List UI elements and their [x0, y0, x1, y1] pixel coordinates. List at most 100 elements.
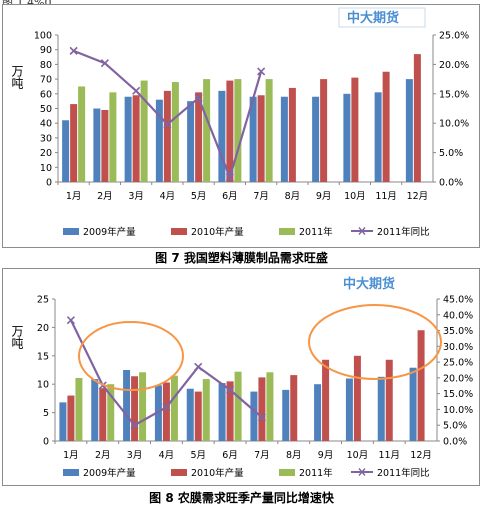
x-tick-label: 7月 [253, 191, 269, 202]
y-tick-label: 90 [40, 45, 52, 56]
x-tick-label: 10月 [344, 191, 366, 202]
bar-2010 [226, 80, 234, 182]
y-tick-label: 0 [43, 437, 49, 448]
x-tick-label: 6月 [222, 191, 238, 202]
x-tick-label: 11月 [378, 450, 400, 461]
x-tick-label: 1月 [63, 450, 79, 461]
y2-tick-label: 20.0% [443, 373, 473, 384]
line-marker-2011-yoy [132, 86, 141, 95]
chart-panel-2: 0 5 10 15 20 25 0.0% 5.0% 10.0% 15.0% 20.0% 25.0% 30… [2, 268, 480, 486]
x-tick-label: 2月 [97, 191, 113, 202]
y-tick-label: 25 [37, 295, 49, 306]
y-tick-label: 5 [43, 408, 49, 419]
y-tick-label: 50 [40, 104, 52, 115]
bar-2009 [250, 391, 258, 441]
bar-2009 [280, 96, 288, 182]
legend-yoy-marker [358, 227, 366, 235]
bar-2009 [154, 385, 162, 441]
line-marker-2011-yoy [257, 413, 266, 422]
y-tick-label: 100 [34, 31, 52, 42]
bar-2009 [218, 90, 226, 182]
line-marker-2011-yoy [194, 93, 203, 102]
y2-tick-label: 45.0% [443, 295, 473, 306]
bar-2010 [290, 375, 298, 441]
line-marker-2011-yoy [69, 46, 78, 55]
x-tick-label: 2月 [95, 450, 111, 461]
bar-2010 [288, 87, 296, 182]
x-tick-label: 7月 [254, 450, 270, 461]
x-tick-label: 8月 [285, 191, 301, 202]
bar-2009 [155, 99, 163, 182]
x-tick-label: 10月 [347, 450, 369, 461]
y-tick-label: 20 [37, 323, 49, 334]
x-tick-label: 3月 [128, 191, 144, 202]
y2-tick-label: 40.0% [443, 310, 473, 321]
bar-2010 [351, 77, 359, 182]
y2-tick-label: 35.0% [443, 326, 473, 337]
y-tick-label: 0 [46, 178, 52, 189]
bar-2009 [312, 96, 320, 182]
y-tick-label: 30 [40, 133, 52, 144]
watermark-frame [338, 7, 426, 28]
line-marker-2011-yoy [194, 362, 203, 371]
chart-1-caption: 图 7 我国塑料薄膜制品需求旺盛 [155, 251, 328, 265]
y2-tick-label: 5.0% [443, 421, 467, 432]
legend-2009-label: 2009年产量 [83, 226, 136, 238]
line-marker-2011-yoy [163, 120, 172, 129]
y2-tick-label: 15.0% [439, 89, 469, 100]
bar-2009 [249, 96, 257, 182]
bar-2010 [99, 388, 107, 441]
y2-tick-label: 25.0% [443, 358, 473, 369]
bar-2009 [124, 96, 132, 182]
chart-1: 0 10 20 30 40 50 60 70 80 90 100 0.0% 5.0% 10.0% 15.0%… [10, 7, 469, 238]
bar-2009 [377, 376, 385, 441]
bar-2009 [123, 370, 131, 441]
y-tick-label: 40 [40, 119, 52, 130]
bar-2009 [409, 367, 417, 441]
bar-2011 [107, 384, 115, 441]
bar-2010 [163, 90, 171, 182]
line-marker-2011-yoy [66, 316, 75, 325]
watermark-text: 中大期货 [343, 276, 395, 292]
line-marker-2011-yoy [226, 385, 235, 394]
legend-2011-swatch [279, 469, 295, 476]
x-tick-label: 11月 [375, 191, 397, 202]
y-tick-label: 60 [40, 89, 52, 100]
y2-tick-label: 0.0% [439, 178, 463, 189]
y2-tick-label: 25.0% [439, 31, 469, 42]
bar-2009 [91, 379, 99, 441]
x-tick-label: 5月 [190, 450, 206, 461]
bar-2011 [140, 80, 148, 182]
y2-tick-label: 5.0% [439, 148, 463, 159]
y2-tick-label: 30.0% [443, 342, 473, 353]
bar-2010 [101, 109, 109, 182]
legend-yoy-label: 2011年同比 [377, 226, 430, 238]
legend-2009-swatch [63, 469, 79, 476]
line-marker-2011-yoy [225, 173, 234, 182]
bar-2010 [353, 355, 361, 441]
bar-2010 [417, 330, 425, 441]
x-tick-label: 9月 [318, 450, 334, 461]
bar-2010 [132, 95, 140, 182]
watermark-text: 中大期货 [347, 10, 399, 26]
legend-2010-label: 2010年产量 [191, 467, 244, 479]
y-tick-label: 15 [37, 351, 49, 362]
legend-yoy-marker [358, 468, 366, 476]
bar-2011 [265, 79, 273, 182]
bar-2011 [171, 82, 179, 182]
bar-2010 [385, 359, 393, 441]
bar-2010 [162, 382, 170, 441]
y2-tick-label: 15.0% [443, 389, 473, 400]
bar-2010 [413, 54, 421, 182]
bar-2009 [93, 108, 101, 182]
bar-2010 [67, 395, 75, 441]
x-tick-label: 4月 [159, 450, 175, 461]
bar-2011 [202, 379, 210, 441]
highlight-ellipse [308, 304, 442, 380]
line-marker-2011-yoy [100, 59, 109, 68]
y2-tick-label: 10.0% [439, 119, 469, 130]
bar-2010 [131, 376, 139, 441]
y-tick-label: 20 [40, 148, 52, 159]
legend-2009-swatch [63, 228, 79, 235]
x-tick-label: 1月 [66, 191, 82, 202]
